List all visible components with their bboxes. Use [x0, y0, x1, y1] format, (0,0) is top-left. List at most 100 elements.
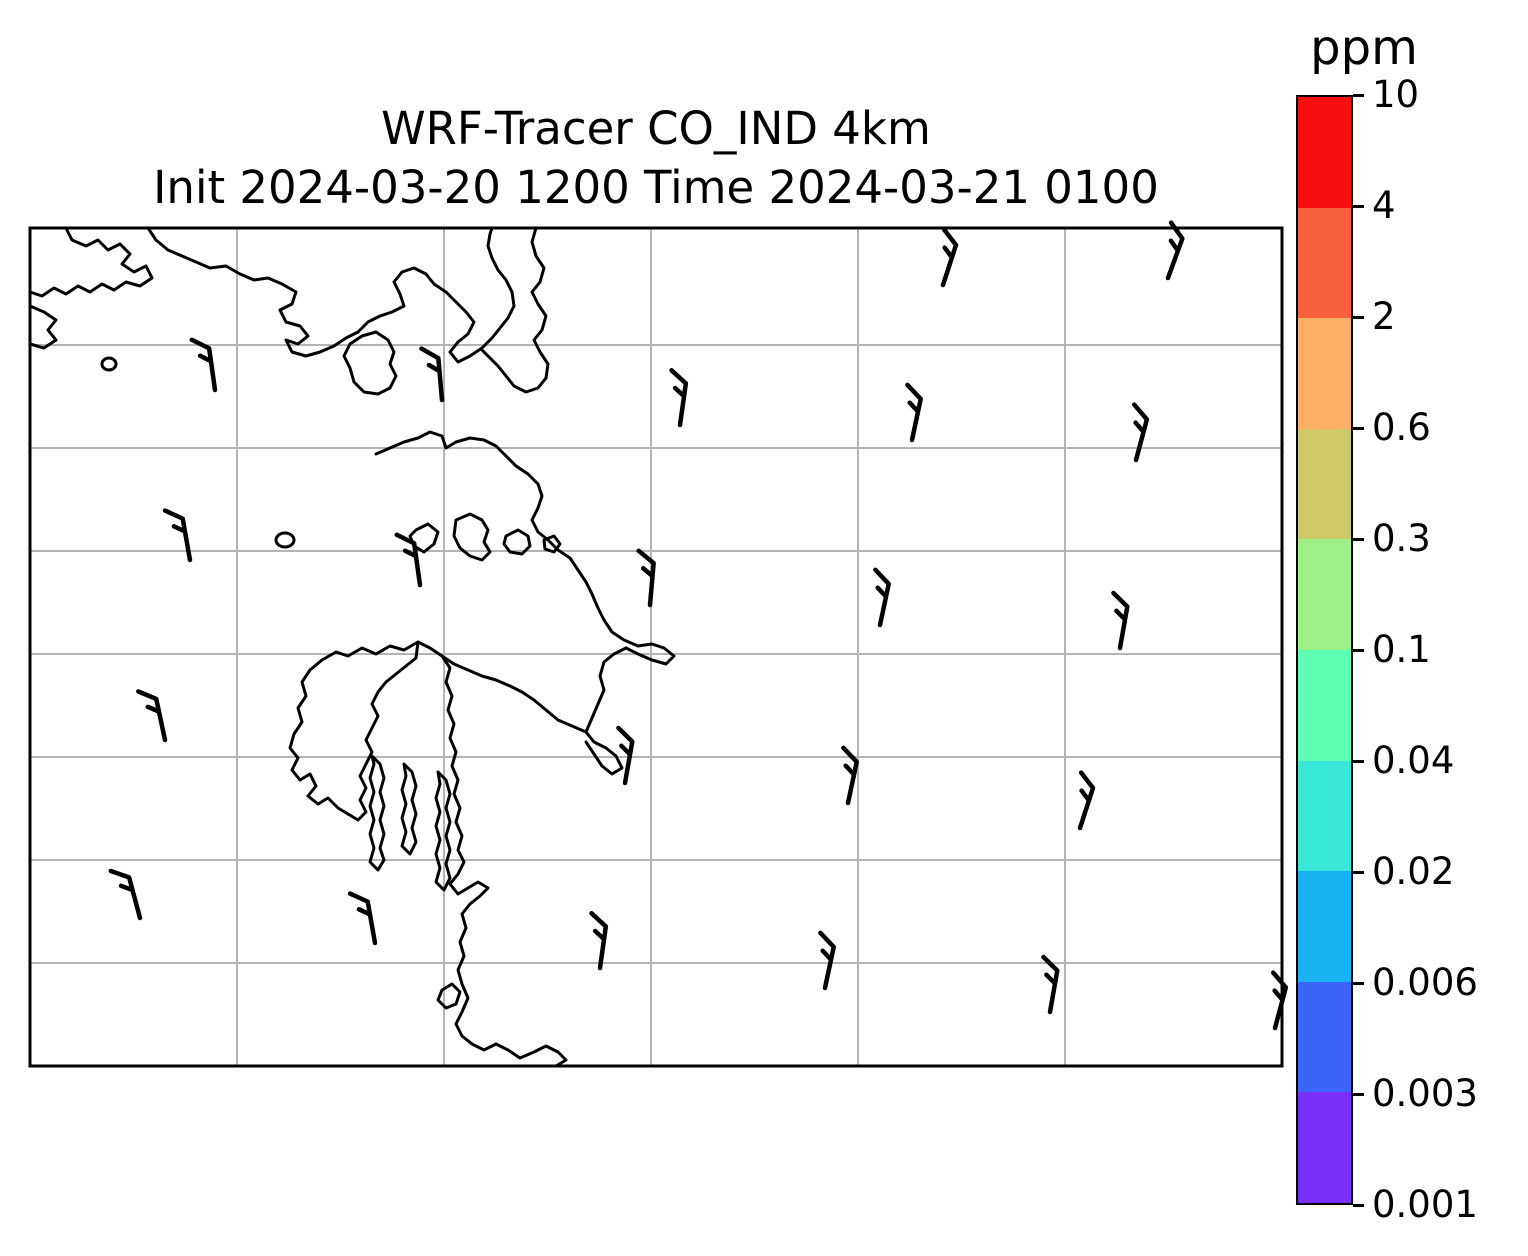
wind-barb — [419, 346, 445, 403]
wind-barb — [189, 337, 218, 393]
colorbar-segment — [1298, 97, 1351, 208]
coastline-path — [480, 226, 550, 394]
wind-barbs — [108, 220, 1289, 1031]
coastline-path — [452, 512, 492, 562]
colorbar-segment — [1298, 981, 1351, 1093]
colorbar-units-label: ppm — [1310, 20, 1418, 76]
colorbar-segment — [1298, 871, 1351, 982]
colorbar-tick-label: 0.02 — [1372, 850, 1455, 893]
wind-barb-glyph — [189, 337, 218, 393]
colorbar-segment — [1298, 649, 1351, 761]
coastline-path — [274, 531, 296, 549]
coastline-path — [100, 356, 118, 372]
coastline-path — [454, 1022, 568, 1068]
colorbar-tick — [1353, 759, 1364, 763]
wind-barb-glyph — [1111, 590, 1130, 651]
colorbar-segment — [1298, 428, 1351, 540]
wind-barb — [818, 930, 836, 991]
coastline-path — [434, 770, 452, 892]
coastline-path — [502, 528, 532, 556]
wind-barb-glyph — [162, 508, 193, 563]
colorbar-segment — [1298, 318, 1351, 429]
wind-barb-glyph — [136, 689, 168, 743]
coastline-path — [584, 646, 628, 776]
colorbar-tick-label: 0.003 — [1372, 1072, 1478, 1115]
colorbar-tick — [1353, 315, 1364, 319]
map-background — [30, 228, 1282, 1066]
wind-barb — [841, 745, 859, 806]
colorbar-tick-label: 0.3 — [1372, 517, 1431, 560]
wind-barb — [940, 227, 959, 288]
coastline-path — [28, 226, 154, 298]
wind-barb — [136, 689, 168, 743]
colorbar-tick — [1353, 204, 1364, 208]
wind-barb-glyph — [108, 868, 143, 921]
map-frame — [28, 226, 1284, 1068]
colorbar-tick-label: 0.006 — [1372, 961, 1478, 1004]
colorbar-tick-label: 0.04 — [1372, 739, 1455, 782]
wind-barb-glyph — [818, 930, 836, 991]
colorbar-tick-label: 4 — [1372, 184, 1396, 227]
coastline-path — [400, 762, 418, 856]
colorbar-tick — [1353, 93, 1364, 97]
coastline-path — [28, 304, 58, 350]
colorbar-tick — [1353, 537, 1364, 541]
coastline-path — [374, 430, 676, 666]
coastline-path — [368, 754, 386, 872]
coastline-path — [288, 640, 420, 822]
wind-barb — [905, 382, 923, 443]
colorbar-segment — [1298, 539, 1351, 650]
colorbar-tick — [1353, 870, 1364, 874]
wind-barb-glyph — [905, 382, 923, 443]
wind-barb-glyph — [589, 911, 609, 971]
coastline-path — [440, 654, 490, 1026]
coastline-path — [342, 330, 398, 396]
coastline-path — [542, 534, 562, 554]
wind-barb — [589, 911, 609, 971]
plot-title-line1: WRF-Tracer CO_IND 4km — [381, 102, 931, 155]
wind-barb-glyph — [1132, 402, 1150, 463]
wind-barb-glyph — [394, 532, 423, 588]
colorbar-tick-label: 10 — [1372, 73, 1420, 116]
wind-barb-glyph — [616, 725, 635, 786]
wind-barb-glyph — [841, 745, 859, 806]
wind-barb — [1132, 402, 1150, 463]
colorbar-tick — [1353, 1203, 1364, 1207]
wind-barb-glyph — [347, 891, 378, 946]
coastline-path — [436, 982, 462, 1010]
colorbar-tick-label: 0.001 — [1372, 1183, 1478, 1226]
colorbar-tick-label: 0.6 — [1372, 406, 1431, 449]
wind-barb — [347, 891, 378, 946]
wind-barb — [108, 868, 143, 921]
wind-barb — [1165, 220, 1185, 281]
wind-barb — [1077, 770, 1096, 831]
colorbar-tick-label: 0.1 — [1372, 628, 1431, 671]
wind-barb — [636, 548, 656, 608]
wind-barb — [1041, 954, 1060, 1015]
wind-barb-glyph — [669, 368, 689, 428]
wind-barb — [669, 368, 689, 428]
colorbar-segment — [1298, 760, 1351, 872]
wind-barb-glyph — [1041, 954, 1060, 1015]
wind-barb-glyph — [1077, 770, 1096, 831]
coastline-path — [146, 226, 516, 364]
plot-title-line2: Init 2024-03-20 1200 Time 2024-03-21 010… — [153, 160, 1159, 214]
colorbar-tick — [1353, 648, 1364, 652]
coastlines — [28, 226, 676, 1068]
wind-barb — [616, 725, 635, 786]
colorbar-segment — [1298, 207, 1351, 319]
colorbar — [1296, 95, 1353, 1205]
wind-barb-glyph — [636, 548, 656, 608]
wind-barb — [162, 508, 193, 563]
coastline-path — [408, 522, 440, 554]
wind-barb-glyph — [940, 227, 959, 288]
wind-barb — [1111, 590, 1130, 651]
colorbar-tick-label: 2 — [1372, 295, 1396, 338]
wind-barb-glyph — [873, 567, 891, 628]
graticule-gridlines — [30, 228, 1282, 1066]
wind-barb-glyph — [1165, 220, 1185, 281]
colorbar-tick — [1353, 426, 1364, 430]
colorbar-tick — [1353, 981, 1364, 985]
colorbar-tick — [1353, 1092, 1364, 1096]
